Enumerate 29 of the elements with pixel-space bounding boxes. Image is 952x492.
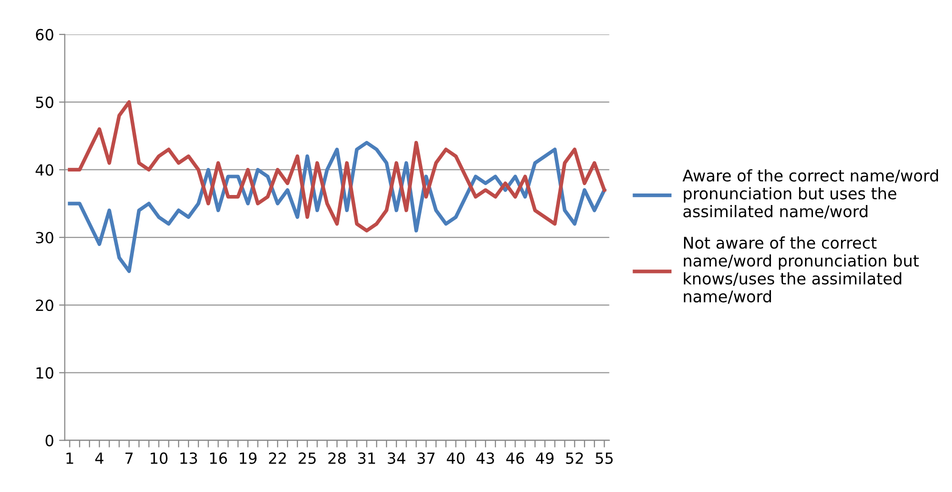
x-tick-label: 40 xyxy=(446,452,465,464)
x-tick-label: 7 xyxy=(125,452,133,464)
x-tick-label: 28 xyxy=(328,452,346,464)
x-tick-label: 4 xyxy=(95,452,104,464)
x-tick-label: 49 xyxy=(536,452,554,464)
y-tick-label: 20 xyxy=(36,300,54,312)
y-tick-label: 0 xyxy=(46,434,54,446)
legend-label: Not aware of the correct name/word pronunciation but knows/uses the assimilated name/word xyxy=(684,236,919,304)
x-tick-label: 55 xyxy=(596,452,613,464)
y-tick-label: 40 xyxy=(36,164,54,176)
x-tick-label: 31 xyxy=(358,452,376,464)
y-tick-label: 60 xyxy=(36,28,54,40)
x-tick-label: 13 xyxy=(180,452,197,464)
x-tick-label: 10 xyxy=(150,452,168,464)
line-series xyxy=(68,100,606,232)
x-tick-label: 43 xyxy=(476,452,494,464)
x-tick-label: 19 xyxy=(240,452,257,464)
x-tick-label: 25 xyxy=(298,452,316,464)
x-tick-label: 52 xyxy=(566,452,583,464)
x-tick-label: 16 xyxy=(210,452,227,464)
y-tick-label: 30 xyxy=(36,232,54,244)
x-tick-label: 22 xyxy=(269,452,286,464)
y-tick-label: 10 xyxy=(36,367,54,379)
x-tick-label: 34 xyxy=(388,452,406,464)
x-tick-label: 37 xyxy=(418,452,435,464)
legend-label: Aware of the correct name/word pronunciation but uses the assimilated name/word xyxy=(682,169,938,219)
x-tick-label: 1 xyxy=(66,452,74,464)
y-tick-label: 50 xyxy=(36,96,54,108)
x-tick-label: 46 xyxy=(506,452,524,464)
